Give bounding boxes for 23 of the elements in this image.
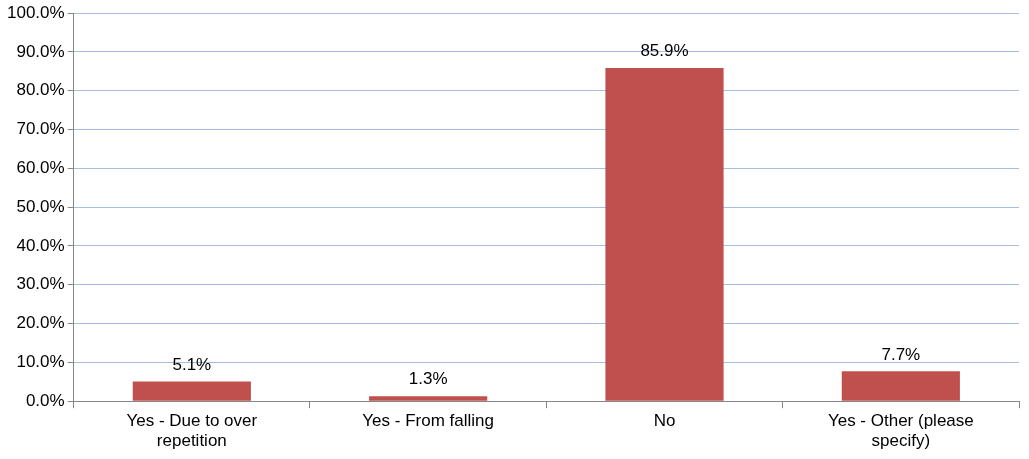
bar bbox=[369, 396, 488, 401]
y-tick-label: 70.0% bbox=[16, 119, 65, 139]
x-tick-label: Yes - Due to over repetition bbox=[126, 411, 258, 451]
y-tick-label: 100.0% bbox=[6, 2, 65, 22]
y-tick-label: 50.0% bbox=[16, 196, 65, 216]
y-tick-label: 0.0% bbox=[25, 390, 65, 410]
bar bbox=[841, 371, 960, 401]
y-tick-label: 30.0% bbox=[16, 274, 65, 294]
x-tick-label: No bbox=[653, 411, 676, 431]
data-label: 1.3% bbox=[408, 369, 448, 389]
data-label: 85.9% bbox=[640, 41, 689, 61]
bar bbox=[605, 67, 724, 401]
y-tick-label: 90.0% bbox=[16, 41, 65, 61]
bar bbox=[132, 381, 251, 401]
data-label: 5.1% bbox=[172, 354, 212, 374]
x-tick-label: Yes - From falling bbox=[362, 411, 494, 431]
x-tick-label: Yes - Other (please specify) bbox=[827, 411, 974, 451]
data-label: 7.7% bbox=[881, 344, 921, 364]
y-tick-label: 40.0% bbox=[16, 235, 65, 255]
y-tick-label: 20.0% bbox=[16, 313, 65, 333]
y-tick-label: 80.0% bbox=[16, 80, 65, 100]
y-tick-label: 10.0% bbox=[16, 352, 65, 372]
y-tick-label: 60.0% bbox=[16, 158, 65, 178]
